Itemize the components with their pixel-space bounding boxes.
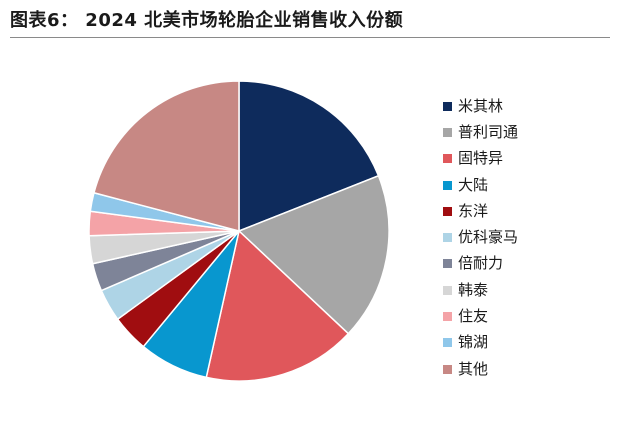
- legend-swatch: [443, 259, 452, 269]
- pie-slice-11: [93, 80, 240, 232]
- pie-slice-1: [238, 80, 380, 233]
- legend-swatch: [443, 285, 452, 295]
- legend-swatch: [443, 154, 452, 164]
- legend-label: 其他: [458, 359, 489, 378]
- legend-item-6: 优科豪马: [443, 224, 518, 250]
- legend-item-9: 住友: [443, 303, 518, 329]
- legend-swatch: [443, 101, 452, 111]
- legend-item-1: 米其林: [443, 93, 518, 119]
- chart-title: 图表6： 2024 北美市场轮胎企业销售收入份额: [10, 10, 404, 31]
- legend-swatch: [443, 206, 452, 216]
- legend-item-8: 韩泰: [443, 277, 518, 303]
- legend-item-11: 其他: [443, 356, 518, 382]
- legend-label: 住友: [458, 307, 489, 326]
- legend-label: 普利司通: [458, 122, 519, 141]
- legend-swatch: [443, 180, 452, 190]
- legend-label: 倍耐力: [458, 254, 504, 273]
- legend: 米其林普利司通固特异大陆东洋优科豪马倍耐力韩泰住友锦湖其他: [443, 93, 518, 382]
- legend-swatch: [443, 364, 452, 374]
- legend-swatch: [443, 338, 452, 348]
- legend-item-7: 倍耐力: [443, 251, 518, 277]
- legend-label: 东洋: [458, 201, 489, 220]
- pie-slice-2: [237, 174, 390, 335]
- legend-label: 优科豪马: [458, 228, 519, 247]
- legend-label: 大陆: [458, 175, 489, 194]
- legend-swatch: [443, 233, 452, 243]
- legend-label: 米其林: [458, 96, 504, 115]
- legend-label: 韩泰: [458, 280, 489, 299]
- legend-item-4: 大陆: [443, 172, 518, 198]
- legend-item-2: 普利司通: [443, 119, 518, 145]
- legend-item-3: 固特异: [443, 146, 518, 172]
- title-divider: [10, 37, 610, 38]
- legend-swatch: [443, 127, 452, 137]
- legend-swatch: [443, 312, 452, 322]
- legend-label: 锦湖: [458, 333, 489, 352]
- legend-item-5: 东洋: [443, 198, 518, 224]
- legend-item-10: 锦湖: [443, 330, 518, 356]
- legend-label: 固特异: [458, 149, 504, 168]
- pie-slice-3: [205, 229, 350, 382]
